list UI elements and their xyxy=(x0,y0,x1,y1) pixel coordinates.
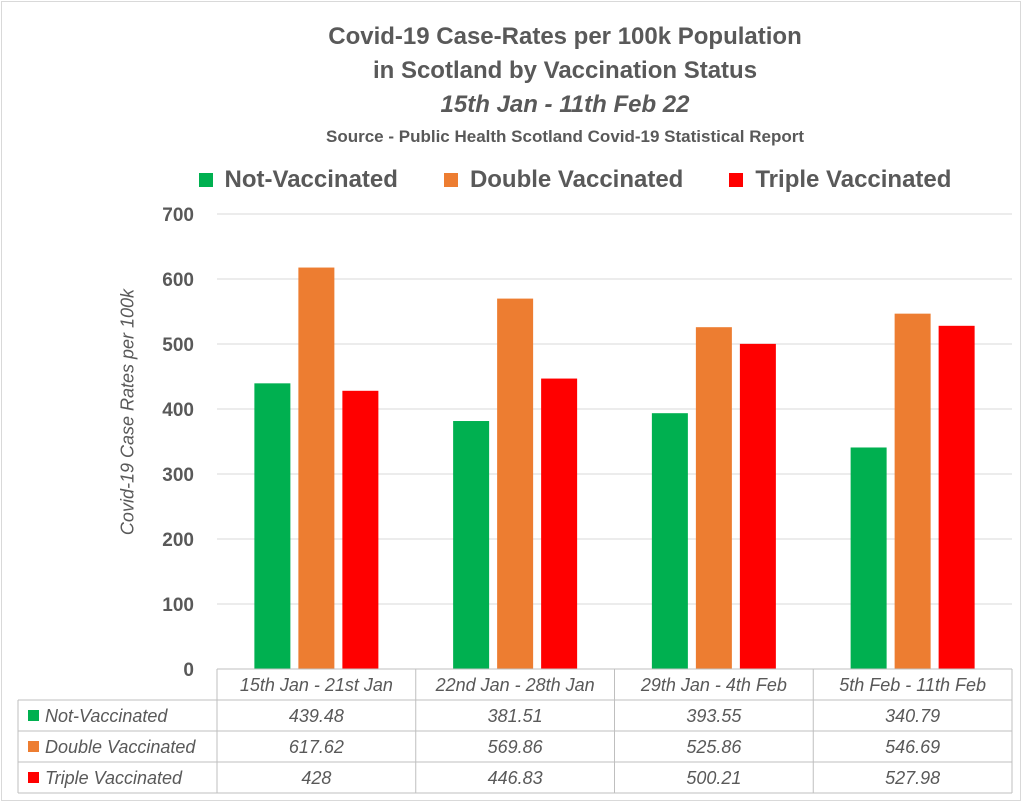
y-tick-label: 600 xyxy=(162,270,194,291)
table-cell-triple-vaccinated-4: 527.98 xyxy=(885,768,940,788)
table-row-label-double-vaccinated: Double Vaccinated xyxy=(45,737,196,757)
legend-label-triple-vaccinated: Triple Vaccinated xyxy=(755,166,952,193)
table-row-label-triple-vaccinated: Triple Vaccinated xyxy=(45,768,183,788)
legend-label-not-vaccinated: Not-Vaccinated xyxy=(224,166,398,193)
table-cell-double-vaccinated-4: 546.69 xyxy=(885,737,940,757)
table-cell-triple-vaccinated-1: 428 xyxy=(301,768,331,788)
legend-swatch-not-vaccinated xyxy=(198,173,213,187)
legend-item-triple-vaccinated: Triple Vaccinated xyxy=(729,166,951,194)
bar-double-vaccinated-2 xyxy=(497,298,534,669)
legend-item-double-vaccinated: Double Vaccinated xyxy=(443,166,684,194)
table-swatch-double-vaccinated xyxy=(28,741,39,752)
table-swatch-not-vaccinated xyxy=(28,710,39,721)
legend-swatch-double-vaccinated xyxy=(443,173,458,187)
legend: Not-Vaccinated Double Vaccinated Triple … xyxy=(0,166,1024,194)
table-cell-double-vaccinated-2: 569.86 xyxy=(488,737,544,757)
table-row-label-not-vaccinated: Not-Vaccinated xyxy=(45,706,168,726)
y-tick-label: 400 xyxy=(162,400,194,421)
y-tick-label: 0 xyxy=(183,660,194,681)
bar-triple-vaccinated-2 xyxy=(541,378,578,669)
table-cell-not-vaccinated-1: 439.48 xyxy=(289,706,344,726)
bar-not-vaccinated-3 xyxy=(651,413,688,669)
chart-title: Covid-19 Case-Rates per 100k Population xyxy=(328,23,802,50)
y-tick-label: 500 xyxy=(162,335,194,356)
y-tick-label: 200 xyxy=(162,530,194,551)
table-cell-double-vaccinated-1: 617.62 xyxy=(289,737,344,757)
bar-not-vaccinated-2 xyxy=(453,421,490,669)
table-cell-double-vaccinated-3: 525.86 xyxy=(686,737,742,757)
y-tick-label: 100 xyxy=(162,595,194,616)
table-cell-triple-vaccinated-3: 500.21 xyxy=(686,768,741,788)
bar-triple-vaccinated-1 xyxy=(342,390,379,669)
table-header-2: 22nd Jan - 28th Jan xyxy=(435,675,595,695)
bar-double-vaccinated-1 xyxy=(298,267,335,669)
table-cell-triple-vaccinated-2: 446.83 xyxy=(488,768,543,788)
legend-label-double-vaccinated: Double Vaccinated xyxy=(469,166,684,193)
chart-titles: Covid-19 Case-Rates per 100k Population … xyxy=(0,20,1024,152)
bar-triple-vaccinated-3 xyxy=(739,343,776,669)
chart-subtitle: 15th Jan - 11th Feb 22 xyxy=(440,91,690,118)
table-cell-not-vaccinated-2: 381.51 xyxy=(488,706,543,726)
table-swatch-triple-vaccinated xyxy=(28,772,39,783)
chart-title-line2: in Scotland by Vaccination Status xyxy=(372,57,758,84)
table-cell-not-vaccinated-4: 340.79 xyxy=(885,706,940,726)
y-tick-label: 300 xyxy=(162,465,194,486)
table-cell-not-vaccinated-3: 393.55 xyxy=(686,706,742,726)
bar-double-vaccinated-4 xyxy=(894,313,931,669)
chart-source: Source - Public Health Scotland Covid-19… xyxy=(326,127,804,146)
legend-swatch-triple-vaccinated xyxy=(729,173,744,187)
table-header-4: 5th Feb - 11th Feb xyxy=(839,675,986,695)
table-header-1: 15th Jan - 21st Jan xyxy=(240,675,393,695)
bar-double-vaccinated-3 xyxy=(695,327,732,669)
y-tick-label: 700 xyxy=(162,205,194,226)
bar-triple-vaccinated-4 xyxy=(938,325,975,669)
bar-not-vaccinated-1 xyxy=(254,383,291,669)
bar-not-vaccinated-4 xyxy=(850,447,887,669)
table-header-3: 29th Jan - 4th Feb xyxy=(640,675,787,695)
legend-item-not-vaccinated: Not-Vaccinated xyxy=(198,166,398,194)
